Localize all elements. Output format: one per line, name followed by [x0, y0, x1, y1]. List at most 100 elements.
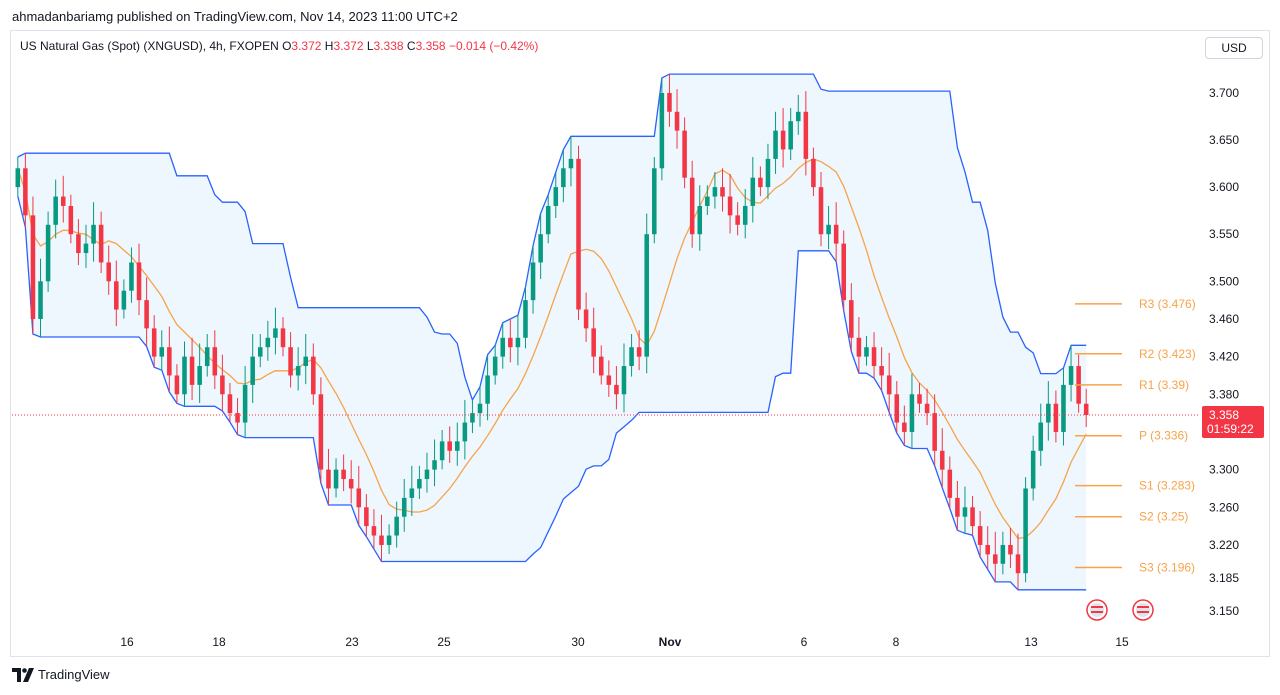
- candle: [909, 373, 915, 449]
- candle: [1030, 435, 1036, 501]
- candle: [621, 343, 627, 413]
- candle: [114, 260, 119, 327]
- candle: [583, 292, 589, 342]
- candle: [326, 448, 331, 506]
- candle: [424, 452, 430, 493]
- candle: [932, 394, 937, 466]
- candle: [1023, 477, 1028, 583]
- candle: [826, 205, 831, 250]
- candle: [689, 160, 695, 248]
- candle: [227, 382, 233, 423]
- candle: [720, 168, 725, 212]
- x-tick-label: 16: [120, 635, 134, 649]
- candle: [947, 456, 953, 509]
- candle: [856, 317, 862, 374]
- candle: [1046, 381, 1051, 441]
- candle: [356, 465, 362, 526]
- candle: [568, 136, 574, 187]
- candle: [197, 343, 202, 403]
- tradingview-brand: TradingView: [38, 667, 110, 682]
- candle: [1038, 403, 1044, 466]
- candle: [780, 108, 786, 168]
- candle: [1008, 528, 1013, 568]
- candle: [833, 202, 839, 262]
- candle: [76, 219, 81, 266]
- candle: [91, 202, 96, 262]
- candle: [523, 286, 528, 349]
- y-tick-label: 3.500: [1209, 274, 1239, 288]
- x-tick-label: 30: [571, 635, 585, 649]
- x-tick-label: Nov: [659, 635, 682, 649]
- candle: [455, 422, 460, 466]
- candle: [280, 317, 286, 357]
- candle: [492, 345, 498, 385]
- candle: [636, 330, 642, 371]
- candle: [364, 494, 369, 537]
- chart-frame: [10, 30, 1270, 657]
- candle: [591, 307, 596, 374]
- close-value: 3.358: [415, 39, 446, 53]
- candle: [15, 156, 21, 197]
- candle: [53, 179, 58, 239]
- ohlc-legend: US Natural Gas (Spot) (XNGUSD), 4h, FXOP…: [20, 39, 538, 53]
- x-tick-label: 18: [212, 635, 226, 649]
- candle: [189, 337, 195, 400]
- candle: [598, 345, 604, 385]
- candle: [470, 399, 475, 434]
- candle: [68, 194, 74, 244]
- donchian-lower-line: [17, 196, 1087, 591]
- low-value: 3.338: [373, 39, 404, 53]
- candle: [652, 156, 657, 244]
- pivot-label: S1 (3.283): [1139, 479, 1195, 493]
- tradingview-logo[interactable]: TradingView: [12, 667, 110, 682]
- candle: [462, 399, 468, 460]
- candle: [1015, 533, 1021, 590]
- x-tick-label: 23: [345, 635, 359, 649]
- us-flag-event-icon[interactable]: [1086, 599, 1108, 621]
- candle: [864, 335, 869, 366]
- donchian-upper-line: [17, 73, 1087, 402]
- x-tick-label: 13: [1024, 635, 1038, 649]
- candle: [379, 514, 384, 562]
- x-tick-label: 25: [437, 635, 451, 649]
- high-label: H: [324, 39, 334, 53]
- candle: [257, 334, 263, 368]
- candle: [644, 213, 649, 374]
- price-label-countdown: 01:59:22: [1207, 422, 1254, 436]
- us-flag-event-icon[interactable]: [1132, 599, 1154, 621]
- candle: [667, 74, 672, 127]
- candle: [879, 347, 884, 391]
- currency-button[interactable]: USD: [1205, 37, 1263, 59]
- candle: [121, 279, 127, 319]
- candle: [1068, 345, 1074, 402]
- candle: [553, 172, 559, 219]
- candle: [159, 330, 165, 371]
- candle: [98, 211, 104, 274]
- candle: [742, 189, 748, 239]
- y-tick-label: 3.700: [1209, 86, 1239, 100]
- candle: [23, 153, 28, 228]
- candle: [712, 172, 718, 209]
- candle: [985, 526, 990, 570]
- y-tick-label: 3.185: [1209, 571, 1239, 585]
- candle: [136, 243, 142, 316]
- candle: [811, 147, 816, 197]
- pivot-label: R3 (3.476): [1139, 297, 1196, 311]
- x-tick-label: 8: [893, 635, 900, 649]
- candle: [83, 224, 89, 269]
- candle: [674, 89, 680, 149]
- candle: [758, 166, 763, 197]
- candle: [265, 320, 271, 361]
- candle: [288, 332, 293, 388]
- y-tick-label: 3.600: [1209, 180, 1239, 194]
- channel-fill: [17, 74, 1087, 590]
- candle: [818, 172, 824, 247]
- candle: [371, 509, 377, 550]
- candle: [515, 315, 521, 366]
- y-tick-label: 3.260: [1209, 500, 1239, 514]
- candle: [705, 185, 710, 215]
- candle: [735, 202, 740, 236]
- open-label: O: [282, 39, 292, 53]
- tv-logo-icon: [12, 667, 34, 682]
